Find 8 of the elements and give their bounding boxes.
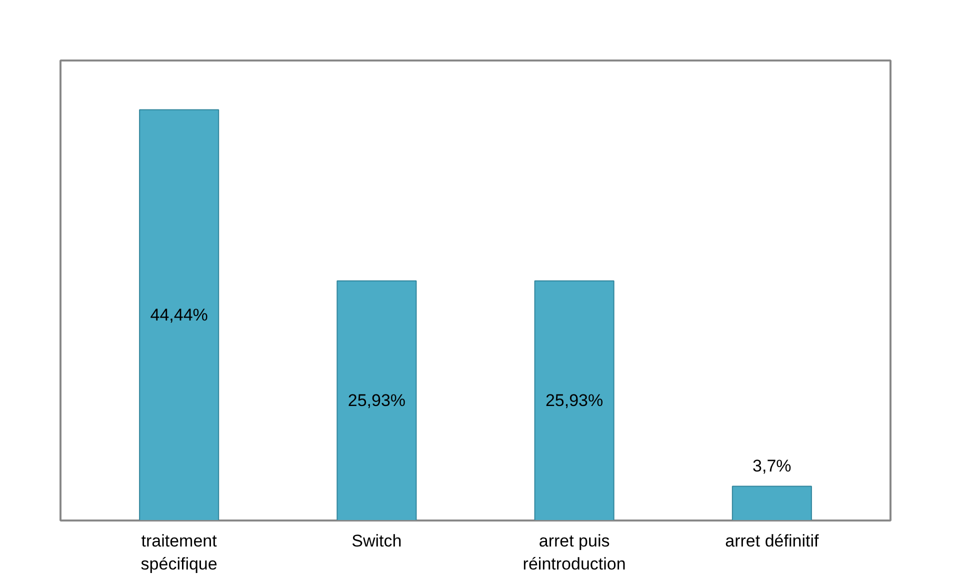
x-tick-label: arret puis réintroduction	[522, 532, 626, 574]
data-label: 44,44%	[150, 306, 208, 325]
x-tick-label: arret définitif	[725, 532, 819, 550]
x-tick-label: Switch	[352, 532, 402, 550]
data-label: 3,7%	[752, 456, 792, 476]
x-tick-label: traitement spécifique	[140, 532, 218, 574]
data-label: 25,93%	[348, 391, 406, 410]
data-label: 25,93%	[545, 391, 604, 410]
